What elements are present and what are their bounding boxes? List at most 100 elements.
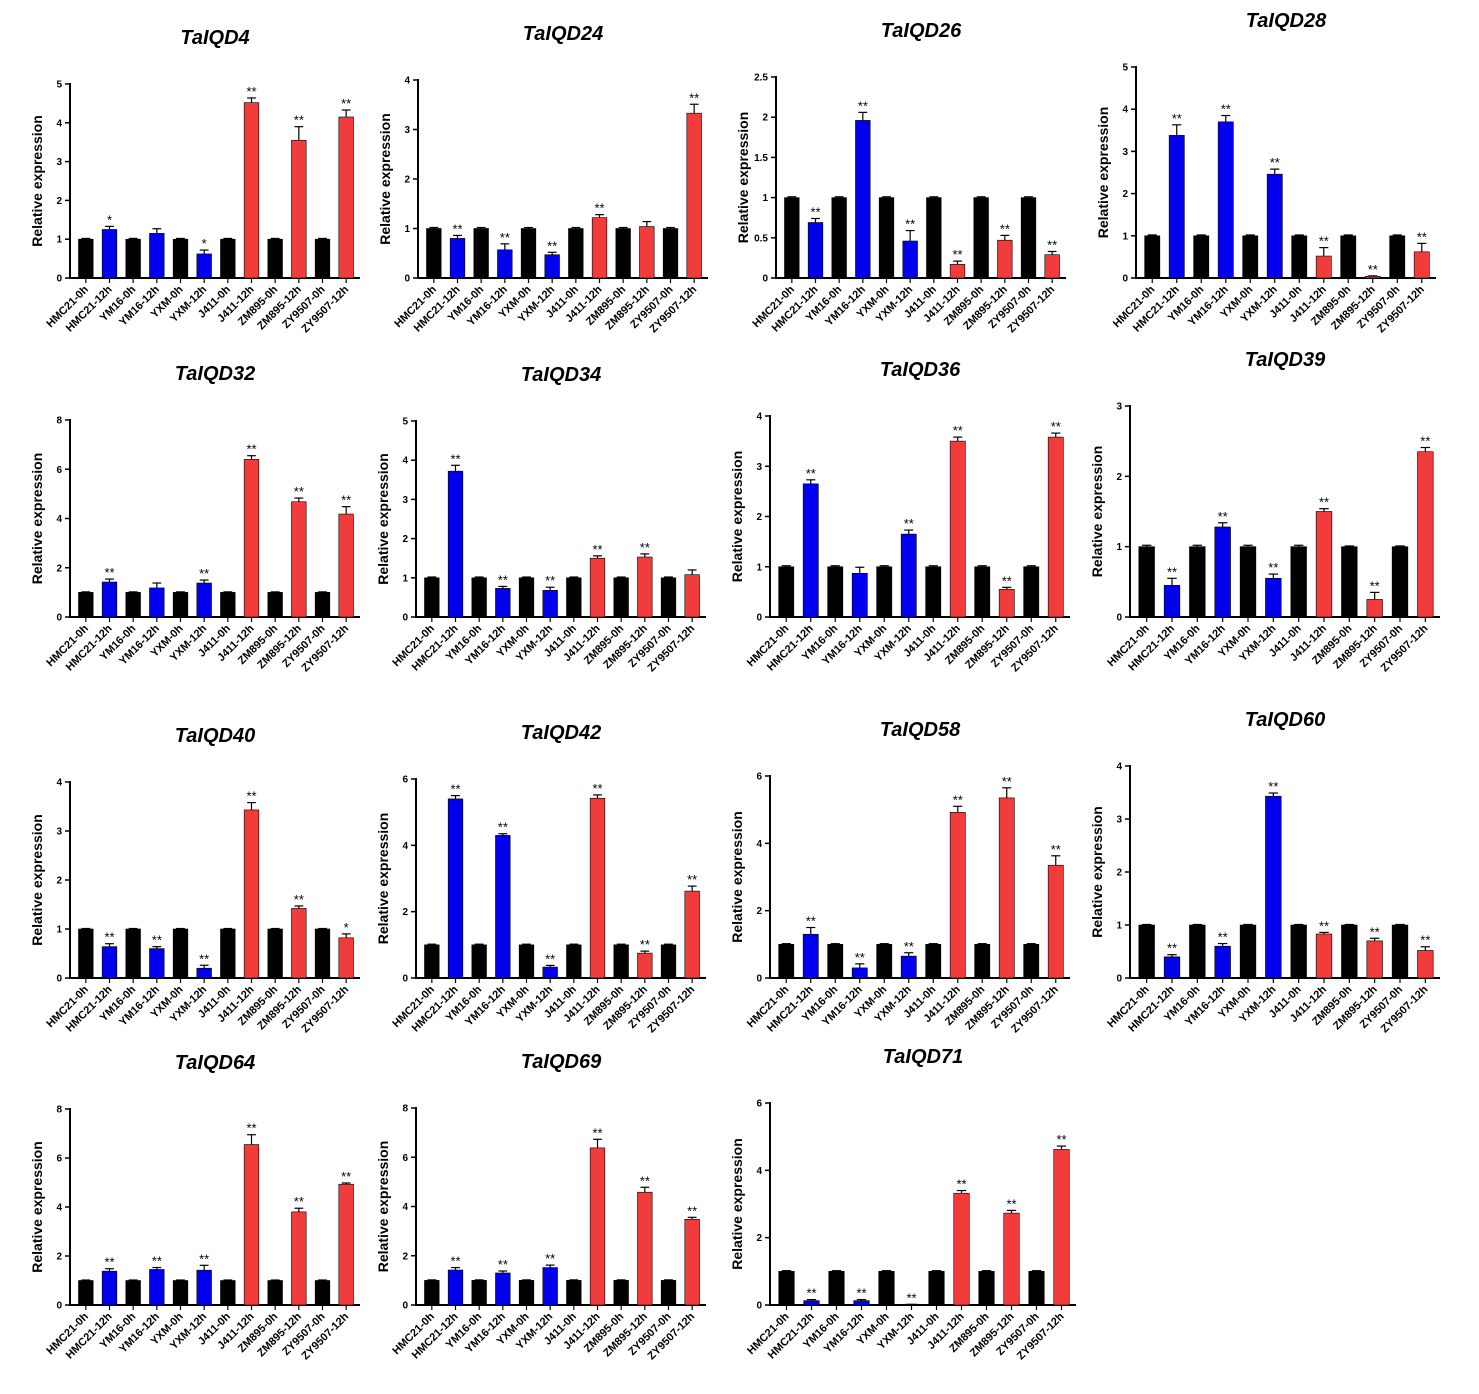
bar (684, 574, 700, 618)
y-tick-label: 6 (402, 1153, 408, 1164)
significance-label: ** (452, 221, 462, 236)
panel-title: TaIQD36 (880, 359, 961, 381)
significance-label: ** (1268, 560, 1278, 575)
y-tick-label: 0 (404, 274, 410, 285)
bar (1144, 235, 1161, 279)
significance-label: * (344, 920, 349, 935)
y-tick-label: 2 (756, 1233, 762, 1244)
significance-label: ** (1056, 1132, 1066, 1147)
y-tick-label: 5 (402, 417, 408, 428)
significance-label: ** (1002, 573, 1012, 588)
bar (900, 533, 917, 618)
bar (851, 572, 868, 618)
bar (778, 944, 795, 979)
significance-label: ** (1368, 262, 1378, 277)
bar (807, 222, 824, 279)
significance-label: ** (341, 493, 351, 508)
significance-label: ** (1370, 924, 1380, 939)
bar (1391, 546, 1409, 618)
significance-label: ** (1167, 941, 1177, 956)
y-tick-label: 0 (756, 974, 762, 985)
significance-label: ** (1221, 102, 1231, 117)
bar (900, 955, 917, 979)
y-tick-label: 2 (402, 534, 408, 545)
panel-title: TaIQD4 (180, 27, 249, 49)
significance-label: ** (592, 1125, 602, 1140)
significance-label: ** (1167, 564, 1177, 579)
panel-title: TaIQD24 (523, 23, 603, 45)
significance-label: ** (545, 573, 555, 588)
bar (172, 1280, 189, 1306)
y-tick-label: 8 (56, 416, 62, 427)
bar (1242, 235, 1259, 279)
bar (778, 1271, 795, 1306)
bar (149, 587, 165, 618)
panel-title: TaIQD40 (175, 725, 255, 747)
significance-label: ** (104, 930, 114, 945)
significance-label: ** (687, 872, 697, 887)
panel-title: TaIQD34 (521, 364, 601, 386)
significance-label: ** (905, 217, 915, 232)
y-tick-label: 2 (56, 196, 62, 207)
y-axis-label: Relative expression (29, 115, 45, 247)
y-axis-label: Relative expression (729, 811, 745, 943)
y-tick-label: 8 (402, 1104, 408, 1115)
bar (997, 239, 1013, 279)
y-tick-label: 0 (1116, 974, 1122, 985)
bar (101, 581, 118, 618)
y-tick-label: 0 (756, 1301, 762, 1312)
y-axis-label: Relative expression (29, 453, 45, 585)
bar (1266, 173, 1283, 279)
panel-title: TaIQD64 (175, 1052, 255, 1074)
significance-label: ** (498, 1257, 508, 1272)
significance-label: ** (500, 230, 510, 245)
bar (851, 967, 868, 979)
significance-label: ** (1268, 779, 1278, 794)
bar (973, 197, 989, 279)
bar (78, 592, 94, 618)
significance-label: ** (294, 484, 304, 499)
bar (1003, 1212, 1020, 1306)
bar (878, 1271, 895, 1306)
panel-title: TaIQD32 (175, 363, 255, 385)
y-tick-label: 6 (402, 775, 408, 786)
bar (447, 1269, 464, 1306)
bar (172, 238, 189, 279)
bar (196, 967, 212, 979)
bar (949, 264, 966, 279)
panel-title: TaIQD60 (1245, 709, 1325, 731)
bar (473, 228, 489, 279)
y-tick-label: 4 (56, 778, 62, 789)
y-tick-label: 8 (56, 1105, 62, 1116)
bar (613, 577, 629, 618)
bar (314, 928, 331, 979)
significance-label: ** (1420, 433, 1430, 448)
significance-label: ** (806, 1286, 816, 1301)
significance-label: ** (1218, 509, 1228, 524)
y-axis-label: Relative expression (29, 1141, 45, 1273)
bar (802, 933, 819, 979)
bar (876, 566, 893, 618)
significance-label: ** (450, 782, 460, 797)
bar (828, 1271, 845, 1306)
y-tick-label: 1 (56, 925, 62, 936)
panel-title: TaIQD28 (1246, 10, 1327, 32)
y-tick-label: 4 (756, 412, 762, 423)
significance-label: ** (592, 542, 602, 557)
bar (518, 944, 535, 979)
bar (1020, 197, 1037, 279)
y-tick-label: 3 (56, 157, 62, 168)
bar (495, 835, 511, 979)
bar (101, 229, 118, 279)
y-tick-label: 1 (762, 193, 768, 204)
bar (78, 238, 94, 279)
y-tick-label: 0 (402, 974, 408, 985)
bar (338, 513, 354, 618)
y-tick-label: 4 (402, 841, 408, 852)
y-tick-label: 2 (56, 563, 62, 574)
significance-label: ** (294, 113, 304, 128)
y-tick-label: 2 (56, 1252, 62, 1263)
